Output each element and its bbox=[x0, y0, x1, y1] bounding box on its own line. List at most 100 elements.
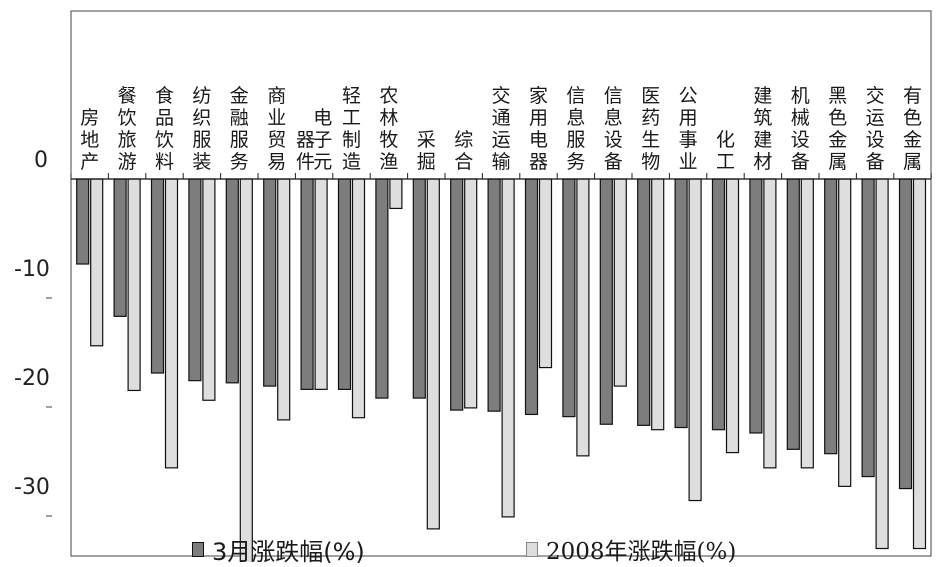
x-category-label: 色 bbox=[903, 107, 922, 129]
legend-swatch-series-2 bbox=[526, 541, 538, 557]
bar-series-2 bbox=[613, 178, 627, 387]
y-tick-label: -20 bbox=[14, 366, 50, 391]
x-category-label: 饮 bbox=[118, 107, 137, 129]
x-category-label: 子 bbox=[313, 129, 332, 151]
x-category-label: 造 bbox=[342, 151, 361, 173]
x-category-label: 信 bbox=[566, 85, 585, 107]
bar-series-1 bbox=[150, 178, 165, 374]
x-category-label: 游 bbox=[118, 151, 137, 173]
x-category-label: 融 bbox=[230, 107, 249, 129]
bar-series-2 bbox=[314, 178, 328, 390]
bar-series-2 bbox=[763, 178, 777, 469]
bar-series-1 bbox=[749, 178, 763, 434]
x-category-label: 属 bbox=[828, 151, 847, 173]
bar-series-2 bbox=[538, 178, 553, 369]
x-category-label: 材 bbox=[753, 151, 772, 173]
x-category-label: 筑 bbox=[753, 107, 772, 129]
bar-series-2 bbox=[875, 178, 889, 550]
legend-label-series-1: 3月涨跌幅(%) bbox=[212, 538, 365, 566]
x-category-label: 林 bbox=[379, 107, 398, 129]
bar-series-2 bbox=[838, 178, 852, 487]
bar-series-1 bbox=[824, 178, 838, 455]
bar-series-2 bbox=[464, 178, 478, 409]
bar-series-2 bbox=[351, 178, 366, 419]
x-category-label: 物 bbox=[641, 151, 660, 173]
x-category-label: 掘 bbox=[417, 151, 436, 173]
x-category-label: 色 bbox=[828, 107, 847, 129]
legend-label-series-2: 2008年涨跌幅(%) bbox=[546, 539, 737, 565]
bar-series-2 bbox=[239, 178, 253, 566]
y-tick-label: -10 bbox=[14, 257, 50, 282]
x-category-label: 药 bbox=[641, 107, 660, 129]
x-category-label: 元 bbox=[313, 151, 332, 173]
x-category-label: 务 bbox=[230, 151, 249, 173]
x-category-label: 备 bbox=[604, 151, 623, 173]
bar-series-1 bbox=[188, 178, 202, 382]
x-category-label: 息 bbox=[566, 107, 585, 129]
x-category-label: 牧 bbox=[379, 129, 398, 151]
bar-series-1 bbox=[337, 178, 352, 390]
x-category-label: 备 bbox=[791, 151, 810, 173]
bar-series-1 bbox=[524, 178, 539, 416]
bar-series-1 bbox=[375, 178, 389, 399]
y-tick-label: 0 bbox=[34, 148, 48, 173]
y-axis: 0 -10 -20 -30 bbox=[14, 148, 52, 517]
x-category-label: 交 bbox=[492, 85, 511, 107]
x-category-label: 械 bbox=[791, 107, 810, 129]
bar-series-2 bbox=[501, 178, 515, 518]
x-category-label: 料 bbox=[155, 151, 174, 173]
bar-series-1 bbox=[113, 178, 127, 317]
x-category-label: 运 bbox=[866, 107, 885, 129]
bar-series-1 bbox=[674, 178, 688, 429]
bar-series-1 bbox=[711, 178, 726, 431]
bar-series-2 bbox=[389, 178, 403, 210]
x-category-label: 织 bbox=[192, 107, 211, 129]
x-category-label: 电 bbox=[529, 129, 548, 151]
y-tick-label: -30 bbox=[14, 475, 50, 500]
bar-series-2 bbox=[725, 178, 740, 454]
x-category-label: 属 bbox=[903, 151, 922, 173]
x-category-label: 信 bbox=[604, 85, 623, 107]
legend-swatch-series-1 bbox=[192, 542, 204, 557]
x-category-label: 贸 bbox=[267, 129, 286, 151]
bar-series-2 bbox=[912, 178, 927, 550]
bar-series-1 bbox=[225, 178, 239, 384]
bar-series-2 bbox=[164, 178, 179, 469]
bar-series-1 bbox=[76, 178, 90, 265]
x-category-label: 合 bbox=[454, 151, 473, 173]
bar-series-1 bbox=[562, 178, 576, 418]
x-category-label: 黑 bbox=[828, 85, 847, 107]
bar-series-2 bbox=[90, 178, 104, 347]
x-category-label: 产 bbox=[80, 151, 99, 173]
x-category-label: 金 bbox=[828, 129, 847, 151]
bar-series-2 bbox=[202, 178, 216, 401]
x-category-label: 业 bbox=[679, 151, 698, 173]
bar-series-1 bbox=[898, 178, 913, 490]
x-category-label: 输 bbox=[492, 151, 511, 173]
x-category-label: 品 bbox=[155, 107, 174, 129]
x-category-label: 家 bbox=[529, 85, 548, 107]
x-category-label: 设 bbox=[866, 129, 885, 151]
x-category-label: 器 bbox=[529, 151, 548, 173]
x-category-label: 有 bbox=[903, 85, 922, 107]
x-category-label: 装 bbox=[192, 151, 211, 173]
x-category-label: 农 bbox=[379, 85, 398, 107]
x-category-label: 渔 bbox=[379, 151, 398, 173]
bar-series-1 bbox=[412, 178, 426, 399]
x-category-label: 餐 bbox=[118, 85, 137, 107]
legend-item-series-1: 3月涨跌幅(%) bbox=[192, 532, 365, 567]
x-category-label: 设 bbox=[791, 129, 810, 151]
x-category-label: 件 bbox=[296, 151, 315, 173]
x-category-label: 制 bbox=[342, 129, 361, 151]
x-category-label: 综 bbox=[454, 129, 473, 151]
x-category-label: 服 bbox=[230, 129, 249, 151]
bar-series-2 bbox=[576, 178, 590, 457]
x-category-label: 设 bbox=[604, 129, 623, 151]
x-category-label: 事 bbox=[679, 129, 698, 151]
x-category-label: 建 bbox=[753, 85, 772, 107]
x-category-label: 纺 bbox=[192, 85, 211, 107]
bar-series-1 bbox=[637, 178, 651, 426]
x-category-label: 电 bbox=[313, 107, 332, 129]
bar-series-1 bbox=[300, 178, 314, 390]
